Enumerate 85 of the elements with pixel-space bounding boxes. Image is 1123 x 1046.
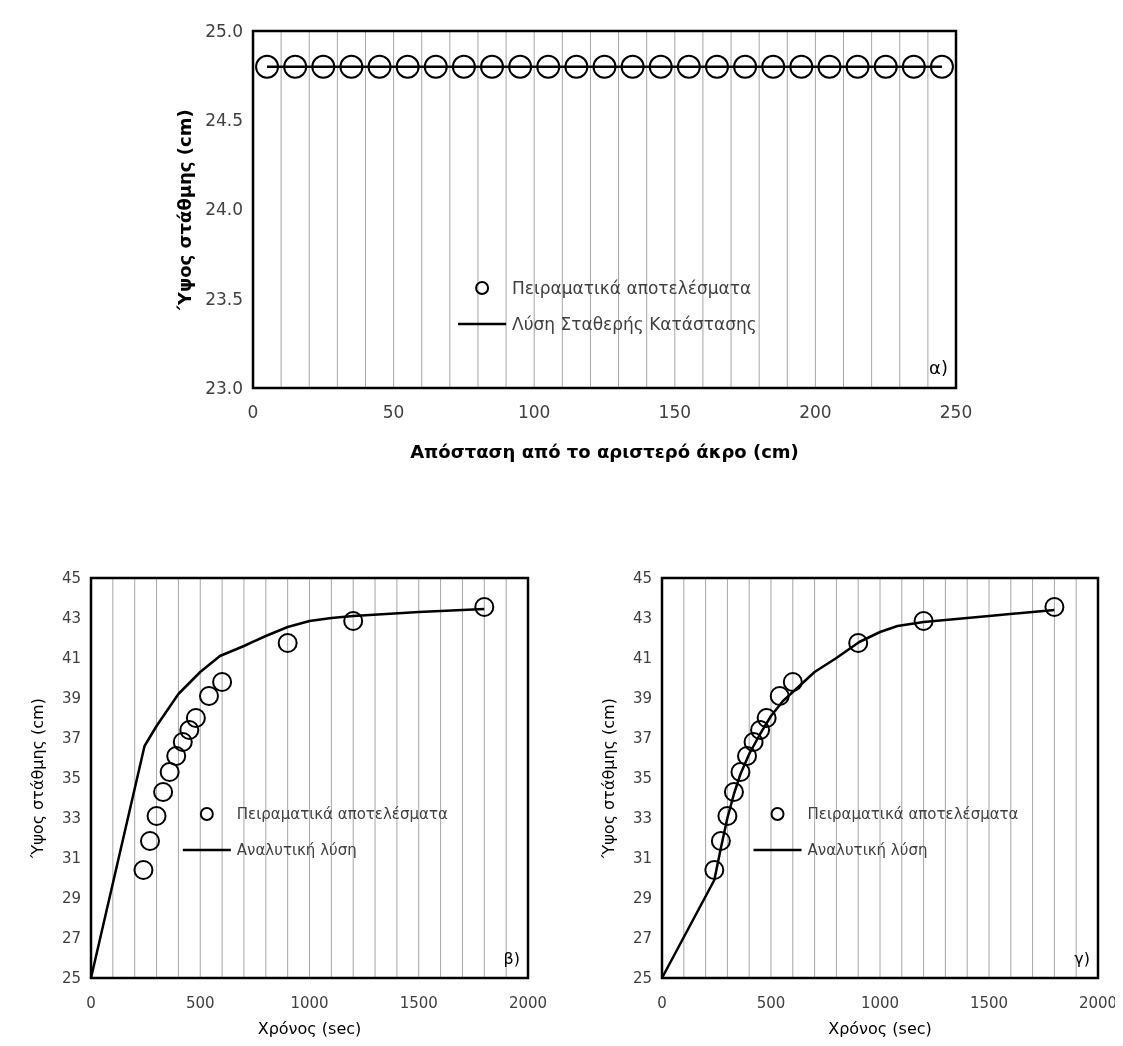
x-tick-label: 1000	[290, 994, 329, 1012]
point	[750, 720, 771, 740]
y-axis-title: Ύψος στάθμης (cm)	[599, 698, 618, 859]
point	[782, 672, 803, 692]
y-tick-label: 39	[632, 689, 652, 708]
x-tick-label: 100	[517, 402, 551, 422]
annotation: α)	[929, 357, 948, 378]
point	[159, 762, 180, 782]
point	[277, 633, 298, 653]
legend-label: Πειραματικά αποτελέσματα	[236, 805, 448, 824]
x-tick-label: 500	[756, 994, 786, 1012]
y-tick-label: 41	[632, 649, 652, 668]
point	[1044, 597, 1065, 617]
y-tick-label: 41	[61, 649, 81, 668]
y-tick-label: 29	[61, 889, 81, 908]
point	[146, 806, 167, 826]
point	[717, 806, 738, 826]
y-tick-label: 31	[61, 849, 81, 868]
legend-label: Πειραματικά αποτελέσματα	[512, 277, 752, 298]
x-tick-label: 150	[658, 402, 692, 422]
y-tick-label: 25.0	[205, 20, 243, 41]
x-axis-title: Χρόνος (sec)	[257, 1019, 362, 1038]
x-tick-label: 200	[799, 402, 832, 422]
y-tick-label: 33	[61, 809, 81, 828]
y-tick-label: 31	[632, 849, 652, 868]
point	[140, 831, 160, 851]
annotation: γ)	[1074, 949, 1090, 968]
y-tick-label: 45	[632, 569, 652, 588]
point	[723, 782, 744, 802]
point	[198, 686, 219, 706]
y-tick-label: 37	[632, 729, 652, 748]
legend-label: Αναλυτική λύση	[236, 841, 357, 860]
y-tick-label: 24.5	[205, 110, 243, 131]
point	[913, 611, 934, 631]
x-tick-label: 1500	[399, 994, 438, 1012]
point	[179, 720, 200, 740]
y-tick-label: 33	[632, 809, 652, 828]
point	[756, 708, 777, 728]
x-tick-label: 1500	[969, 994, 1009, 1012]
point	[704, 860, 725, 880]
y-tick-label: 25	[632, 969, 652, 988]
y-tick-label: 27	[632, 929, 652, 948]
point	[474, 597, 495, 617]
x-tick-label: 0	[247, 402, 259, 422]
legend-label: Πειραματικά αποτελέσματα	[807, 805, 1019, 824]
y-tick-label: 35	[632, 769, 652, 788]
legend-label: Λύση Σταθερής Κατάστασης	[512, 313, 757, 334]
point	[172, 732, 193, 752]
y-tick-label: 29	[632, 889, 652, 908]
y-axis-title: Ύψος στάθμης (cm)	[28, 698, 47, 859]
y-tick-label: 43	[61, 609, 81, 628]
point	[730, 762, 751, 782]
x-tick-label: 250	[939, 402, 973, 422]
y-tick-label: 23.5	[205, 288, 243, 309]
y-tick-label: 35	[61, 769, 81, 788]
y-axis-title: Ύψος στάθμης (cm)	[174, 109, 195, 311]
point	[185, 708, 206, 728]
point	[710, 831, 731, 851]
x-tick-label: 1000	[860, 994, 900, 1012]
point	[343, 611, 364, 631]
x-tick-label: 50	[382, 402, 405, 422]
x-axis-title: Χρόνος (sec)	[828, 1019, 932, 1038]
x-axis-title: Απόσταση από το αριστερό άκρο (cm)	[410, 441, 799, 462]
y-tick-label: 25	[61, 969, 81, 988]
y-tick-label: 27	[61, 929, 81, 948]
y-tick-label: 43	[632, 609, 652, 628]
x-tick-label: 500	[185, 994, 215, 1012]
point	[153, 782, 174, 802]
point	[166, 746, 187, 766]
x-tick-label: 0	[86, 994, 96, 1012]
point	[212, 672, 233, 692]
y-tick-label: 23.0	[205, 377, 243, 398]
point	[743, 732, 764, 752]
x-tick-label: 2000	[508, 994, 548, 1012]
point	[737, 746, 758, 766]
point	[848, 633, 869, 653]
legend-label: Αναλυτική λύση	[807, 841, 928, 860]
point	[769, 686, 790, 706]
y-tick-label: 37	[61, 729, 81, 748]
point	[133, 860, 154, 880]
x-tick-label: 0	[657, 994, 667, 1012]
y-tick-label: 45	[61, 569, 81, 588]
y-tick-label: 24.0	[205, 199, 243, 220]
annotation: β)	[503, 949, 520, 968]
y-tick-label: 39	[61, 689, 81, 708]
